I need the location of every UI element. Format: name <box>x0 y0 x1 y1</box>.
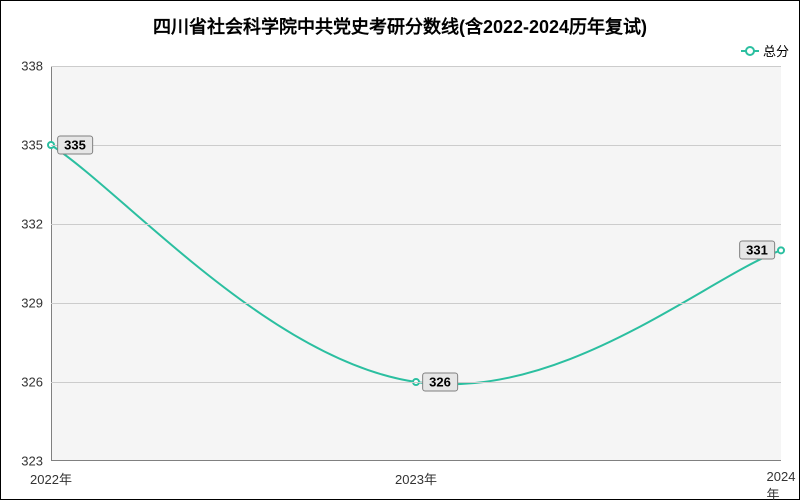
x-tick-label: 2024年 <box>767 461 796 500</box>
gridline <box>51 303 781 304</box>
data-marker <box>778 247 784 253</box>
x-tick-label: 2022年 <box>30 461 72 488</box>
series-line <box>51 145 781 384</box>
plot-area: 3233263293323353382022年2023年2024年3353263… <box>51 66 781 461</box>
chart-title: 四川省社会科学院中共党史考研分数线(含2022-2024历年复试) <box>1 13 799 39</box>
line-layer <box>51 66 781 461</box>
data-label: 331 <box>739 241 775 260</box>
data-label: 335 <box>57 136 93 155</box>
data-label: 326 <box>422 373 458 392</box>
gridline <box>51 145 781 146</box>
y-tick-label: 329 <box>21 296 51 311</box>
legend-marker <box>741 50 759 52</box>
gridline <box>51 382 781 383</box>
y-tick-label: 332 <box>21 217 51 232</box>
gridline <box>51 224 781 225</box>
gridline <box>51 66 781 67</box>
y-tick-label: 335 <box>21 138 51 153</box>
x-tick-label: 2023年 <box>395 461 437 488</box>
y-tick-label: 326 <box>21 375 51 390</box>
legend: 总分 <box>741 41 789 60</box>
y-tick-label: 338 <box>21 59 51 74</box>
legend-label: 总分 <box>763 41 789 60</box>
chart-container: 四川省社会科学院中共党史考研分数线(含2022-2024历年复试) 总分 323… <box>0 0 800 500</box>
